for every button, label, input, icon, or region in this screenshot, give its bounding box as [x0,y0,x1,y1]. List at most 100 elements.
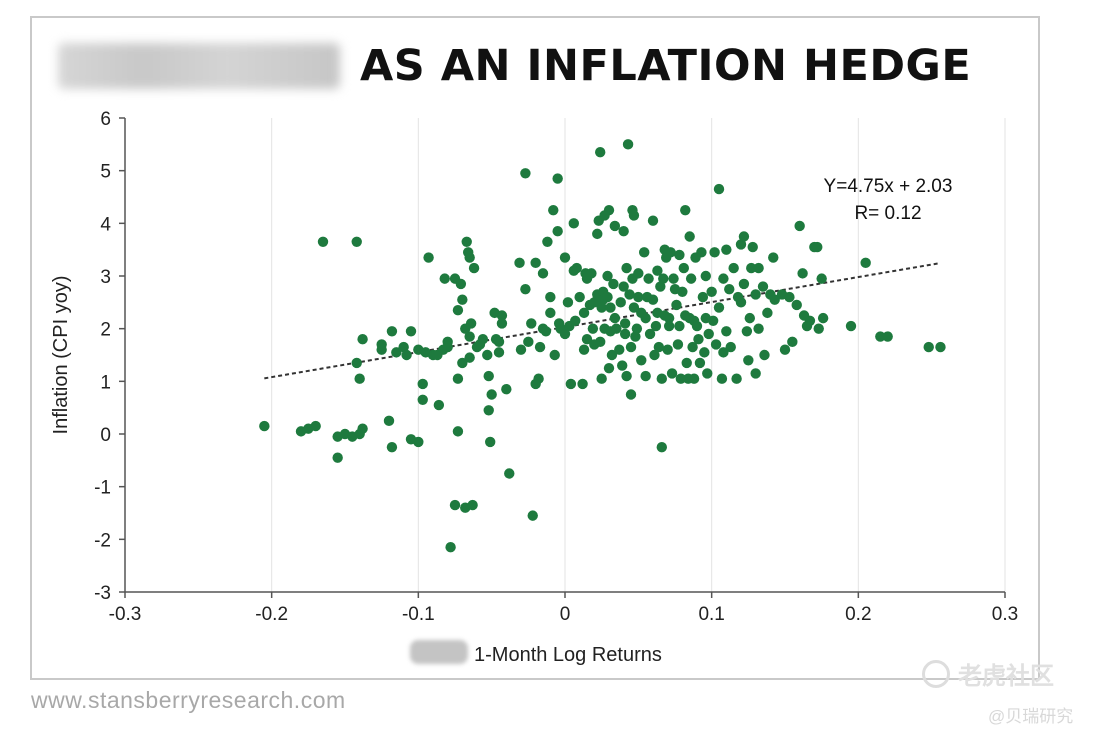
data-point [768,252,779,263]
y-tick-label: 5 [100,162,111,183]
data-point [530,257,541,269]
data-point [423,252,434,263]
data-point [628,210,640,221]
data-point [647,294,659,305]
data-point [804,315,816,326]
data-point [545,307,556,319]
data-point [586,268,597,279]
data-point [452,373,464,384]
data-point [747,241,758,253]
data-point [653,341,665,353]
data-point [537,268,549,279]
data-point [718,347,729,358]
data-point [596,373,607,384]
data-point [746,262,757,274]
data-point [401,349,412,361]
data-point [721,244,732,255]
data-point [405,326,417,337]
data-point [663,320,675,332]
data-point [439,273,450,284]
data-point [630,331,641,342]
data-point [735,297,747,308]
data-points [259,139,946,553]
data-point [515,344,527,355]
data-point [625,389,637,400]
data-point [376,339,387,350]
data-point [636,355,647,366]
data-point [514,257,525,269]
data-point [383,415,395,427]
data-point [571,262,582,274]
data-point [357,334,368,345]
x-tick-label: 0.1 [698,604,724,625]
data-point [455,278,467,290]
data-point [694,357,706,369]
data-point [602,291,613,303]
data-point [735,239,747,250]
data-point [520,168,531,179]
data-point [691,320,703,332]
data-point [310,420,321,432]
data-point [552,226,563,237]
data-point [417,394,428,405]
data-point [562,297,574,308]
data-point [533,373,544,384]
y-tick-label: 3 [100,267,111,288]
data-point [750,289,761,300]
data-point [709,247,720,258]
watermark-handle: @贝瑞研究 [988,707,1074,726]
data-point [618,226,629,237]
data-point [501,384,512,395]
data-point [457,357,468,369]
data-point [496,310,508,321]
data-point [875,331,886,342]
data-point [631,323,643,334]
data-point [625,341,637,353]
data-point [477,334,489,345]
data-point [259,420,270,432]
data-point [545,291,556,303]
data-point [496,318,508,329]
data-point [482,349,493,361]
data-point [391,347,402,358]
data-point [779,344,791,355]
data-point [552,173,563,184]
data-point [675,373,687,384]
data-point [702,368,713,379]
data-point [845,320,857,332]
data-point [685,273,697,284]
data-point [713,302,725,313]
data-point [615,297,626,308]
data-point [609,220,621,232]
data-point [674,249,685,261]
data-point [461,236,472,247]
data-point [699,347,710,358]
data-point [741,326,753,337]
data-point [523,336,534,348]
x-tick-label: 0.3 [992,604,1018,625]
data-point [619,328,631,340]
data-point [449,499,461,511]
x-tick-label: -0.2 [255,604,288,625]
data-point [672,339,684,350]
data-point [526,318,537,329]
tiger-logo-icon [922,659,950,688]
data-point [681,357,692,369]
data-point [577,378,588,390]
data-point [413,436,424,448]
data-point [791,299,802,311]
data-point [816,273,827,284]
data-point [639,247,650,258]
data-point [398,341,409,353]
data-point [707,315,719,326]
data-point [700,270,711,282]
data-point [581,334,593,345]
data-point [671,299,682,311]
data-point [603,204,615,216]
y-tick-label: 2 [100,320,111,341]
data-point [794,220,805,232]
data-point [445,542,456,553]
watermark-text: 老虎社区 [958,663,1054,690]
y-axis-title: Inflation (CPI yoy) [50,276,72,435]
